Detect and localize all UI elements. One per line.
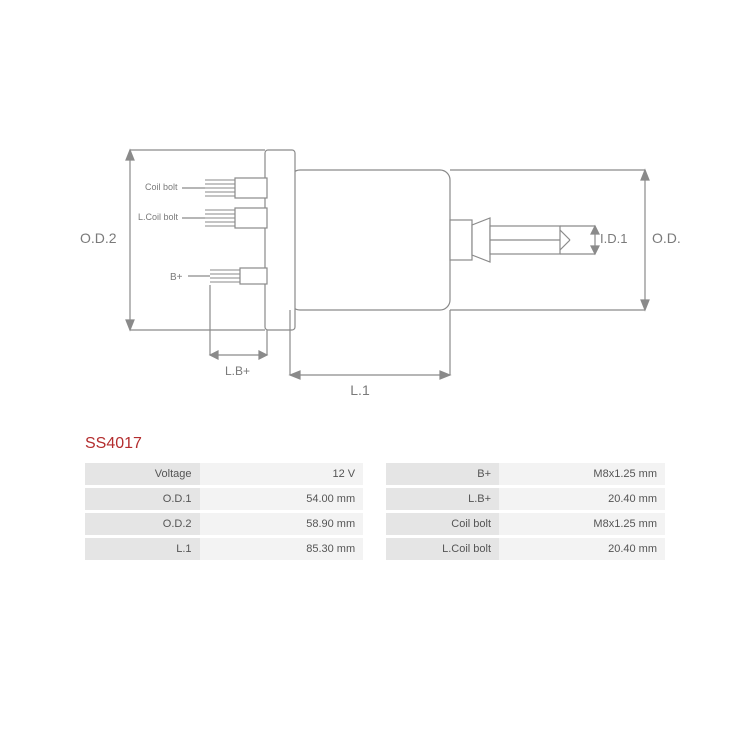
spec-label: L.Coil bolt (386, 538, 499, 560)
technical-diagram: O.D.2 O.D.1 I.D.1 L.1 L.B+ B+ Coil bolt … (70, 130, 680, 410)
label-id1: I.D.1 (600, 231, 627, 246)
label-lcoilbolt: L.Coil bolt (138, 212, 179, 222)
label-bplus: B+ (170, 272, 183, 283)
spec-value: 12 V (200, 463, 364, 485)
spec-label: Coil bolt (386, 513, 499, 535)
spec-label: O.D.1 (85, 488, 200, 510)
spec-value: 20.40 mm (499, 488, 665, 510)
spec-label: B+ (386, 463, 499, 485)
spec-label: L.1 (85, 538, 200, 560)
label-l1: L.1 (350, 382, 370, 398)
spec-value: M8x1.25 mm (499, 463, 665, 485)
spec-label: O.D.2 (85, 513, 200, 535)
spec-value: 54.00 mm (200, 488, 364, 510)
table-row: L.185.30 mm L.Coil bolt20.40 mm (85, 538, 665, 560)
table-row: O.D.154.00 mm L.B+20.40 mm (85, 488, 665, 510)
spec-table: Voltage12 VB+M8x1.25 mmO.D.154.00 mmL.B+… (85, 460, 665, 563)
spec-label: L.B+ (386, 488, 499, 510)
label-od2: O.D.2 (80, 230, 117, 246)
spec-label: Voltage (85, 463, 200, 485)
part-number: SS4017 (85, 435, 142, 453)
label-od1: O.D.1 (652, 230, 680, 246)
spec-value: 20.40 mm (499, 538, 665, 560)
spec-value: 58.90 mm (200, 513, 364, 535)
label-coilbolt: Coil bolt (145, 182, 178, 192)
table-row: Voltage12 V B+M8x1.25 mm (85, 463, 665, 485)
table-row: O.D.258.90 mm Coil boltM8x1.25 mm (85, 513, 665, 535)
spec-value: 85.30 mm (200, 538, 364, 560)
spec-value: M8x1.25 mm (499, 513, 665, 535)
label-lbplus: L.B+ (225, 364, 250, 378)
